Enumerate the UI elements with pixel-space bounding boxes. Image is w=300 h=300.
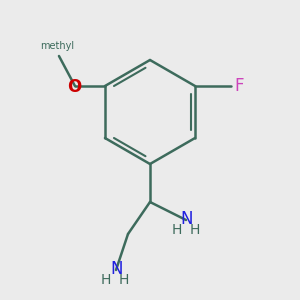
Text: H: H bbox=[101, 273, 111, 287]
Text: O: O bbox=[67, 78, 81, 96]
Text: H: H bbox=[172, 223, 182, 237]
Text: N: N bbox=[181, 210, 193, 228]
Text: methyl: methyl bbox=[40, 41, 74, 51]
Text: N: N bbox=[111, 260, 123, 278]
Text: H: H bbox=[190, 223, 200, 237]
Text: H: H bbox=[119, 273, 129, 287]
Text: F: F bbox=[234, 77, 244, 95]
